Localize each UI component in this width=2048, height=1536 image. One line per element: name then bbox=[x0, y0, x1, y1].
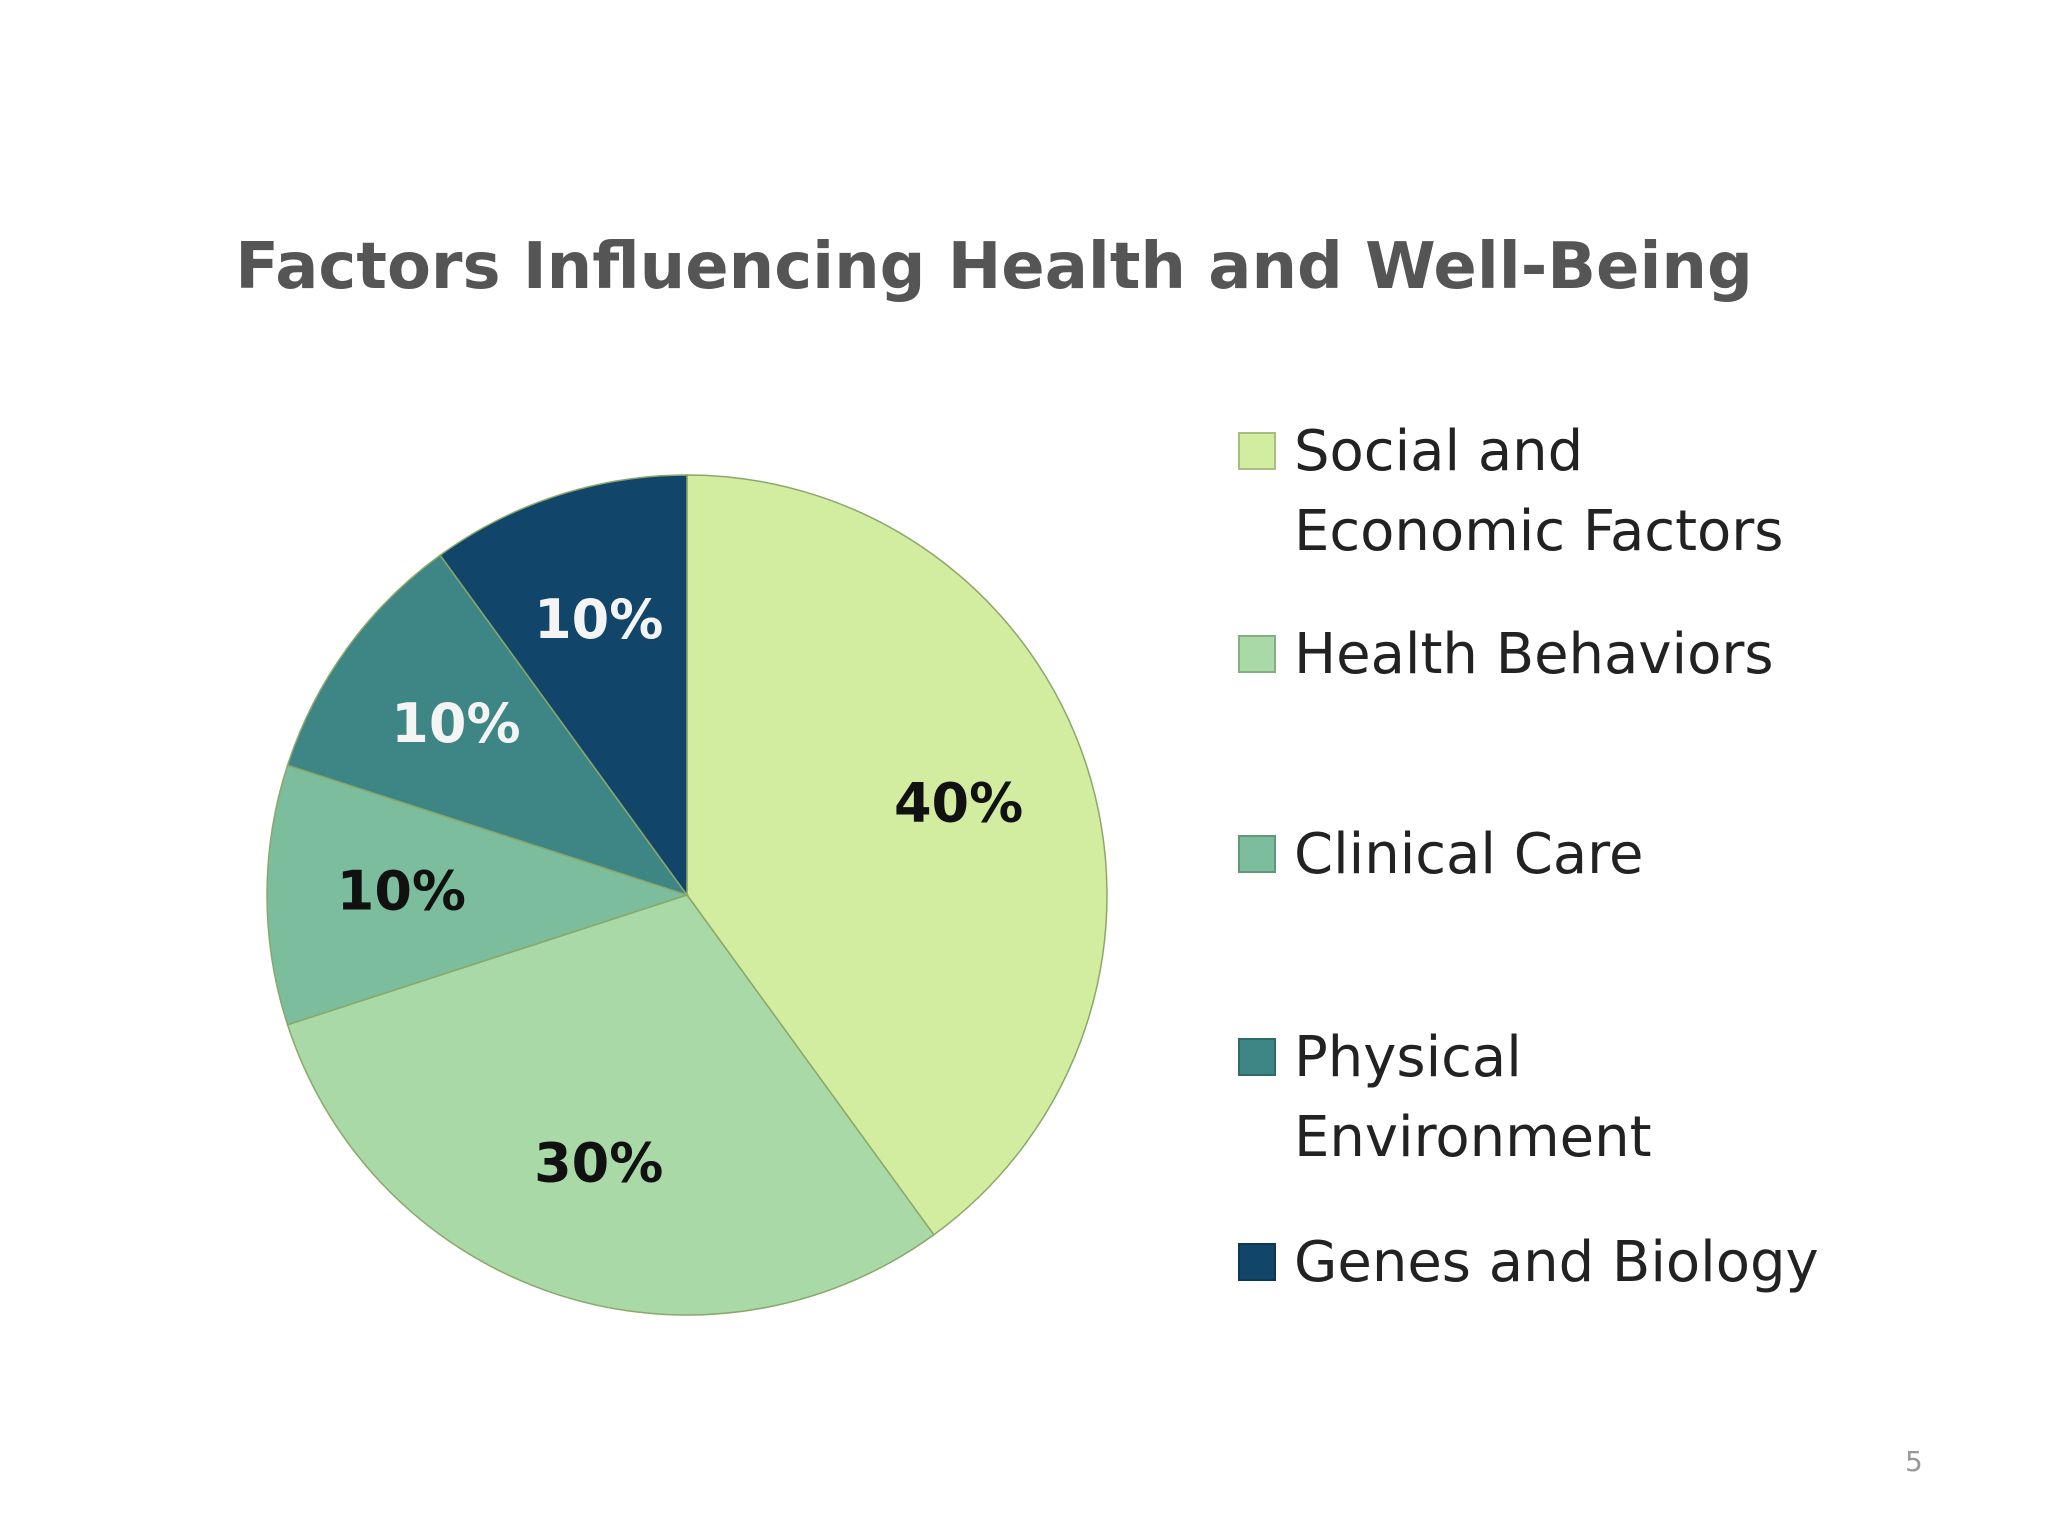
legend-item: Health Behaviors bbox=[1238, 615, 1774, 695]
data-label: 10% bbox=[534, 588, 663, 651]
pie-slice bbox=[266, 764, 690, 1026]
legend-label: Genes and Biology bbox=[1294, 1230, 1819, 1295]
legend-swatch bbox=[1238, 432, 1276, 470]
legend-item: Genes and Biology bbox=[1238, 1223, 1819, 1303]
legend-label: Physical Environment bbox=[1294, 1025, 1652, 1170]
page-number: 5 bbox=[1905, 1445, 1923, 1478]
data-label: 40% bbox=[894, 771, 1023, 834]
legend-label: Social and Economic Factors bbox=[1294, 419, 1784, 564]
chart-title: Factors Influencing Health and Well-Bein… bbox=[235, 230, 1753, 304]
legend-label: Clinical Care bbox=[1294, 822, 1644, 887]
data-label: 30% bbox=[534, 1131, 663, 1194]
legend-item: Social and Economic Factors bbox=[1238, 412, 1854, 572]
pie-slice bbox=[286, 554, 689, 897]
data-label: 10% bbox=[337, 860, 466, 923]
legend-swatch bbox=[1238, 1038, 1276, 1076]
legend-item: Clinical Care bbox=[1238, 815, 1643, 895]
pie-slice bbox=[686, 474, 1108, 1236]
legend-label: Health Behaviors bbox=[1294, 622, 1774, 687]
data-label: 10% bbox=[391, 692, 520, 755]
legend-item: Physical Environment bbox=[1238, 1018, 1854, 1178]
legend-swatch bbox=[1238, 635, 1276, 673]
legend-swatch bbox=[1238, 1243, 1276, 1281]
legend-swatch bbox=[1238, 835, 1276, 873]
pie-slice bbox=[286, 894, 935, 1316]
pie-slice bbox=[439, 474, 688, 898]
